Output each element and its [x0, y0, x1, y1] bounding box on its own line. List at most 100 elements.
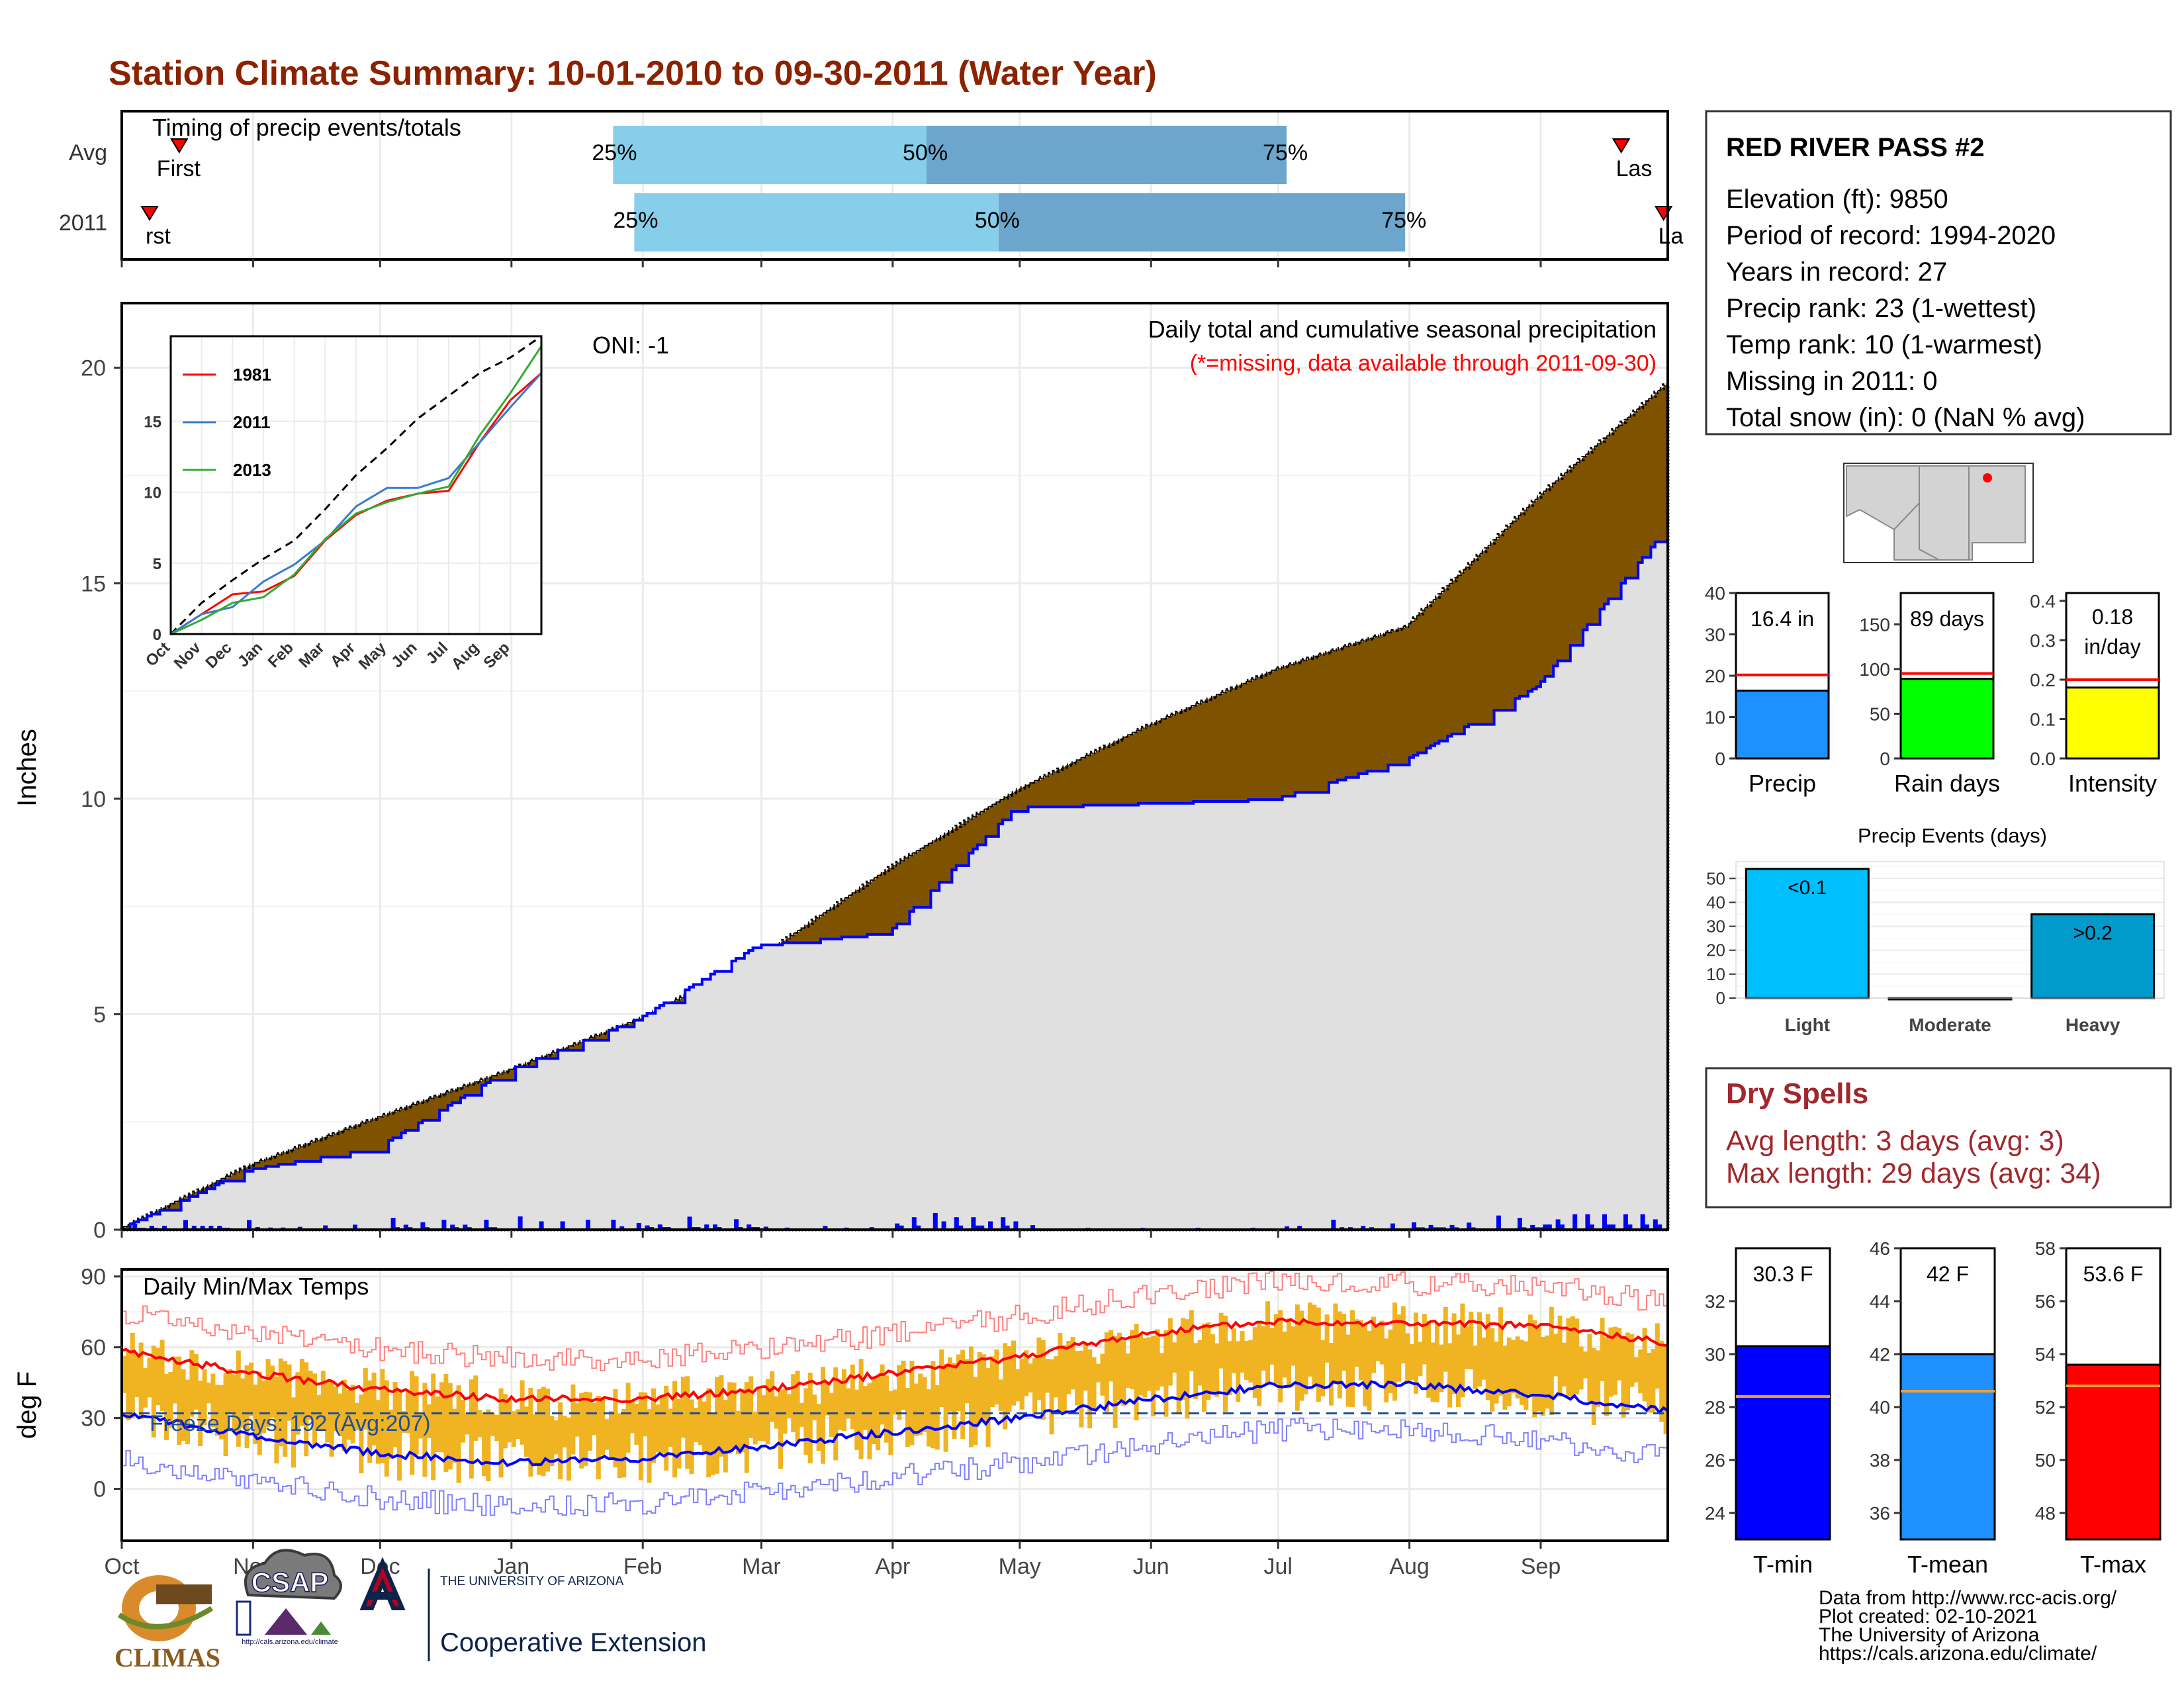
daily-temp-range-bar [1638, 1349, 1643, 1394]
daily-temp-range-bar [1218, 1312, 1224, 1369]
precip-ytick-label: 5 [93, 1002, 106, 1027]
small-chart-ytick-label: 150 [1859, 614, 1890, 635]
daily-temp-range-bar [338, 1393, 343, 1437]
daily-temp-range-bar [1604, 1337, 1609, 1416]
daily-precip-bar [1428, 1224, 1433, 1230]
daily-temp-range-bar [1651, 1349, 1656, 1413]
temp-bar [1735, 1345, 1831, 1541]
daily-temp-range-bar [1520, 1340, 1524, 1405]
precip-events-chart: Precip Events (days) <0.1 Light Moderate >0… [1706, 824, 2165, 1035]
daily-temp-range-bar [1146, 1337, 1152, 1391]
daily-precip-bar [255, 1226, 260, 1230]
daily-temp-range-bar [299, 1358, 304, 1426]
daily-temp-range-bar [710, 1414, 715, 1475]
daily-precip-bar [619, 1226, 625, 1230]
daily-temp-range-bar [567, 1417, 571, 1481]
daily-temp-range-bar [443, 1373, 449, 1473]
small-chart-ytick-label: 0.4 [2030, 591, 2056, 612]
daily-precip-bar [1390, 1223, 1395, 1230]
daily-temp-range-bar [532, 1414, 537, 1466]
daily-temp-range-bar [1155, 1329, 1160, 1391]
daily-precip-bar [747, 1224, 752, 1230]
daily-temp-range-bar [994, 1349, 999, 1405]
daily-precip-bar [1449, 1224, 1455, 1230]
daily-temp-range-bar [507, 1399, 512, 1443]
daily-temp-range-bar [371, 1372, 377, 1445]
daily-temp-range-bar [388, 1409, 394, 1459]
daily-temp-range-bar [1600, 1318, 1605, 1381]
daily-temp-range-bar [1091, 1357, 1097, 1411]
daily-temp-range-bar [630, 1399, 635, 1434]
footer-line-1: Data from http://www.rcc-acis.org/ [1819, 1587, 2117, 1609]
temp-bar-ytick-label: 48 [2035, 1503, 2056, 1524]
daily-precip-bar [1640, 1214, 1645, 1230]
timing-bar-25-50 [634, 193, 999, 251]
daily-precip-bar [734, 1219, 739, 1230]
daily-temp-range-bar [1104, 1332, 1109, 1414]
daily-temp-range-bar [1287, 1318, 1291, 1389]
daily-temp-range-bar [1329, 1343, 1334, 1406]
daily-precip-bar [149, 1226, 154, 1230]
page-title: Station Climate Summary: 10-01-2010 to 0… [109, 54, 1157, 93]
month-label-may: May [999, 1554, 1041, 1579]
daily-temp-range-bar [1524, 1341, 1529, 1410]
daily-temp-range-bar [558, 1402, 563, 1480]
daily-temp-range-bar [702, 1401, 707, 1453]
daily-temp-range-bar [1295, 1304, 1300, 1411]
timing-panel-title: Timing of precip events/totals [152, 114, 461, 141]
daily-precip-bar [704, 1224, 709, 1230]
inset-ytick-label: 5 [153, 555, 161, 573]
month-label-feb: Feb [623, 1554, 662, 1579]
daily-temp-range-bar [664, 1385, 669, 1471]
daily-temp-range-bar [1282, 1331, 1287, 1378]
timing-p75-label: 75% [1381, 208, 1426, 233]
daily-temp-range-bar [308, 1371, 313, 1420]
daily-temp-range-bar [1181, 1318, 1185, 1400]
daily-temp-range-bar [846, 1388, 851, 1419]
temp-bar-chart-t-mean: 42 F 36 38 40 42 44 46 T-mean [1870, 1238, 1996, 1578]
dry-spells-box: Dry Spells Avg length: 3 days (avg: 3) M… [1705, 1067, 2172, 1209]
station-line-snow: Total snow (in): 0 (NaN % avg) [1726, 403, 2085, 432]
climas-logo: CLIMAS [114, 1575, 220, 1672]
daily-temp-range-bar [206, 1383, 211, 1404]
daily-temp-range-bar [1045, 1359, 1050, 1393]
daily-precip-bar [1547, 1224, 1552, 1230]
small-chart-ytick-label: 40 [1705, 583, 1725, 604]
daily-temp-range-bar [418, 1412, 423, 1439]
daily-temp-range-bar [1566, 1318, 1571, 1396]
daily-temp-range-bar [274, 1376, 279, 1464]
daily-temp-range-bar [685, 1376, 690, 1469]
daily-temp-range-bar [253, 1384, 258, 1444]
missing-note: (*=missing, data available through 2011-… [1190, 351, 1657, 376]
daily-temp-range-bar [447, 1383, 453, 1470]
small-chart-bar [2065, 686, 2160, 760]
timing-p50-label: 50% [975, 208, 1020, 233]
daily-temp-range-bar [1473, 1346, 1478, 1389]
dry-spells-max: Max length: 29 days (avg: 34) [1726, 1158, 2101, 1189]
precip-ytick-label: 15 [81, 571, 106, 596]
daily-temp-range-bar [1532, 1320, 1537, 1418]
small-chart-ytick-label: 100 [1859, 659, 1890, 680]
daily-temp-range-bar [1647, 1352, 1651, 1413]
daily-temp-range-bar [384, 1380, 389, 1477]
daily-temp-range-bar [482, 1412, 486, 1477]
station-line-years: Years in record: 27 [1726, 257, 1947, 287]
daily-temp-range-bar [638, 1392, 643, 1481]
small-chart-bar [1735, 690, 1830, 760]
daily-temp-range-bar [1062, 1345, 1067, 1414]
precip-ytick-label: 10 [81, 787, 106, 812]
timing-bar-25-50 [613, 126, 927, 184]
daily-temp-range-bar [304, 1362, 309, 1457]
daily-precip-bar [1285, 1226, 1289, 1230]
daily-temp-range-bar [1291, 1326, 1296, 1366]
daily-precip-bar [954, 1217, 959, 1230]
daily-temp-range-bar [1320, 1340, 1326, 1396]
daily-precip-bar [1560, 1224, 1565, 1230]
daily-temp-range-bar [1054, 1356, 1058, 1398]
daily-temp-range-bar [1248, 1340, 1253, 1383]
daily-temp-range-bar [228, 1369, 232, 1414]
daily-temp-range-bar [223, 1373, 228, 1457]
daily-temp-range-bar [897, 1365, 902, 1420]
daily-temp-range-bar [913, 1383, 919, 1436]
daily-temp-range-bar [1019, 1358, 1024, 1410]
